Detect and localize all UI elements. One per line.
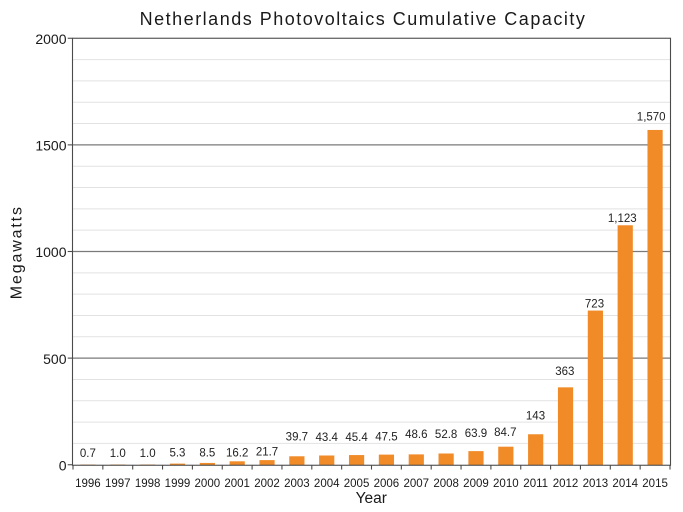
svg-text:47.5: 47.5 (375, 431, 397, 443)
svg-text:1996: 1996 (75, 478, 101, 490)
svg-text:2010: 2010 (493, 478, 519, 490)
svg-text:1999: 1999 (165, 478, 191, 490)
svg-text:2008: 2008 (433, 478, 459, 490)
svg-text:2006: 2006 (374, 478, 400, 490)
svg-text:2007: 2007 (403, 478, 429, 490)
svg-text:2012: 2012 (553, 478, 579, 490)
svg-text:48.6: 48.6 (405, 429, 427, 441)
svg-text:2011: 2011 (523, 478, 548, 490)
svg-text:0.7: 0.7 (80, 448, 96, 460)
svg-text:45.4: 45.4 (345, 432, 368, 444)
svg-text:2002: 2002 (254, 478, 280, 490)
svg-text:1.0: 1.0 (110, 448, 126, 460)
svg-text:2004: 2004 (314, 478, 340, 490)
svg-text:1.0: 1.0 (140, 448, 156, 460)
svg-text:1,123: 1,123 (608, 213, 637, 225)
svg-text:2015: 2015 (642, 478, 668, 490)
svg-text:2000: 2000 (35, 31, 66, 47)
svg-text:2005: 2005 (344, 478, 370, 490)
svg-text:2003: 2003 (284, 478, 310, 490)
svg-text:0: 0 (59, 457, 67, 473)
svg-text:363: 363 (555, 366, 574, 378)
svg-text:21.7: 21.7 (256, 447, 278, 459)
svg-text:5.3: 5.3 (169, 447, 185, 459)
svg-text:2009: 2009 (463, 478, 489, 490)
svg-text:1998: 1998 (135, 478, 161, 490)
svg-text:1,570: 1,570 (637, 111, 666, 123)
svg-text:143: 143 (526, 410, 545, 422)
svg-text:723: 723 (585, 298, 604, 310)
svg-text:2001: 2001 (224, 478, 250, 490)
svg-text:8.5: 8.5 (199, 447, 215, 459)
svg-text:500: 500 (43, 351, 67, 367)
svg-text:1500: 1500 (35, 138, 66, 154)
svg-text:Megawatts: Megawatts (9, 205, 26, 299)
svg-text:52.8: 52.8 (435, 429, 457, 441)
svg-text:Year: Year (356, 490, 387, 507)
svg-text:2000: 2000 (195, 478, 221, 490)
svg-text:2013: 2013 (583, 478, 609, 490)
svg-text:43.4: 43.4 (316, 432, 339, 444)
svg-text:63.9: 63.9 (465, 428, 487, 440)
svg-text:1000: 1000 (35, 244, 66, 260)
svg-text:84.7: 84.7 (494, 427, 516, 439)
svg-text:2014: 2014 (612, 478, 638, 490)
svg-text:Netherlands Photovoltaics Cumu: Netherlands Photovoltaics Cumulative Cap… (140, 9, 587, 29)
svg-text:39.7: 39.7 (286, 432, 308, 444)
svg-text:16.2: 16.2 (226, 448, 248, 460)
svg-text:1997: 1997 (105, 478, 131, 490)
